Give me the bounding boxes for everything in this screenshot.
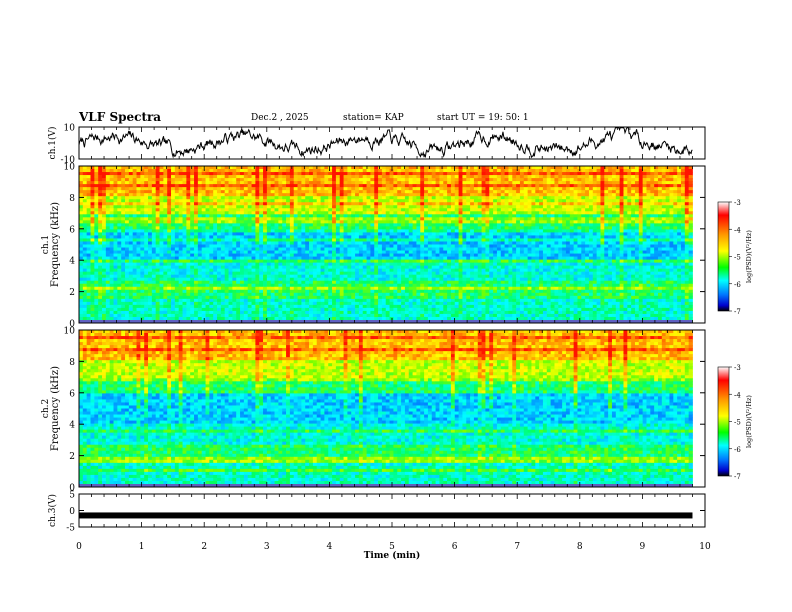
- colorbar-1: -3 -4 -5 -6 -7 log(PSD)(V²/Hz): [717, 199, 753, 316]
- colorbar-tick-label: -4: [734, 391, 741, 399]
- colorbar-tick-label: -7: [734, 308, 741, 316]
- colorbar-gradient: [717, 366, 730, 477]
- y-tick-label: -10: [61, 156, 76, 166]
- ch3-waveform-line: [79, 512, 693, 519]
- y-axis-label: ch.1: [41, 235, 51, 254]
- y-tick-label: 2: [69, 452, 75, 462]
- x-tick-label: 6: [452, 542, 458, 552]
- colorbar-tick-label: -3: [734, 199, 741, 207]
- y-axis-label: Frequency (kHz): [50, 202, 61, 287]
- x-tick-label: 4: [327, 542, 333, 552]
- x-axis-label: Time (min): [364, 550, 421, 561]
- colorbar-label: log(PSD)(V²/Hz): [745, 230, 753, 283]
- x-tick-label: 5: [389, 542, 395, 552]
- colorbar-tick-label: -7: [734, 473, 741, 481]
- x-tick-label: 7: [514, 542, 520, 552]
- x-tick-label: 9: [640, 542, 646, 552]
- y-tick-label: 0: [69, 507, 75, 517]
- x-tick-label: 2: [201, 542, 207, 552]
- colorbar-tick-label: -5: [734, 254, 741, 262]
- y-tick-label: 10: [64, 124, 76, 134]
- x-tick-label: 0: [76, 542, 82, 552]
- chart-title: VLF Spectra: [79, 110, 162, 124]
- colorbar-tick-label: -4: [734, 226, 741, 234]
- colorbar-tick-label: -3: [734, 364, 741, 372]
- y-tick-label: 4: [69, 421, 75, 431]
- x-tick-label: 8: [577, 542, 583, 552]
- date-label: Dec.2 , 2025: [251, 113, 309, 123]
- y-tick-label: 8: [69, 358, 75, 368]
- colorbar-2: -3 -4 -5 -6 -7 log(PSD)(V²/Hz): [717, 364, 753, 481]
- y-tick-label: 2: [69, 288, 75, 298]
- y-tick-label: -5: [66, 524, 75, 534]
- y-tick-label: 8: [69, 194, 75, 204]
- y-tick-label: 5: [69, 491, 75, 501]
- y-axis-label: ch.2: [41, 399, 51, 418]
- ch1-waveform-line: [78, 127, 693, 159]
- colorbar-tick-label: -6: [734, 281, 741, 289]
- y-tick-label: 4: [69, 257, 75, 267]
- x-tick-label: 1: [139, 542, 145, 552]
- colorbar-label: log(PSD)(V²/Hz): [745, 395, 753, 448]
- start-time-label: start UT = 19: 50: 1: [437, 113, 529, 123]
- low-freq-band: [79, 484, 693, 487]
- y-tick-label: 0: [69, 320, 75, 330]
- spectrogram-ch1: [79, 166, 693, 324]
- colorbar-tick-label: -5: [734, 419, 741, 427]
- low-freq-band: [79, 320, 693, 323]
- y-axis-label: Frequency (kHz): [50, 366, 61, 451]
- y-tick-label: 0: [69, 484, 75, 494]
- y-tick-label: 6: [69, 225, 75, 235]
- spectrogram-ch2: [79, 330, 693, 488]
- x-tick-label: 10: [699, 542, 711, 552]
- colorbar-tick-label: -6: [734, 446, 741, 454]
- station-label: station= KAP: [343, 113, 404, 123]
- x-tick-label: 3: [264, 542, 270, 552]
- y-tick-label: 10: [64, 327, 76, 337]
- y-axis-label: ch.1(V): [47, 127, 58, 160]
- colorbar-gradient: [717, 201, 730, 312]
- y-axis-label: ch.3(V): [47, 494, 58, 527]
- y-tick-label: 10: [64, 163, 76, 173]
- y-tick-label: 6: [69, 389, 75, 399]
